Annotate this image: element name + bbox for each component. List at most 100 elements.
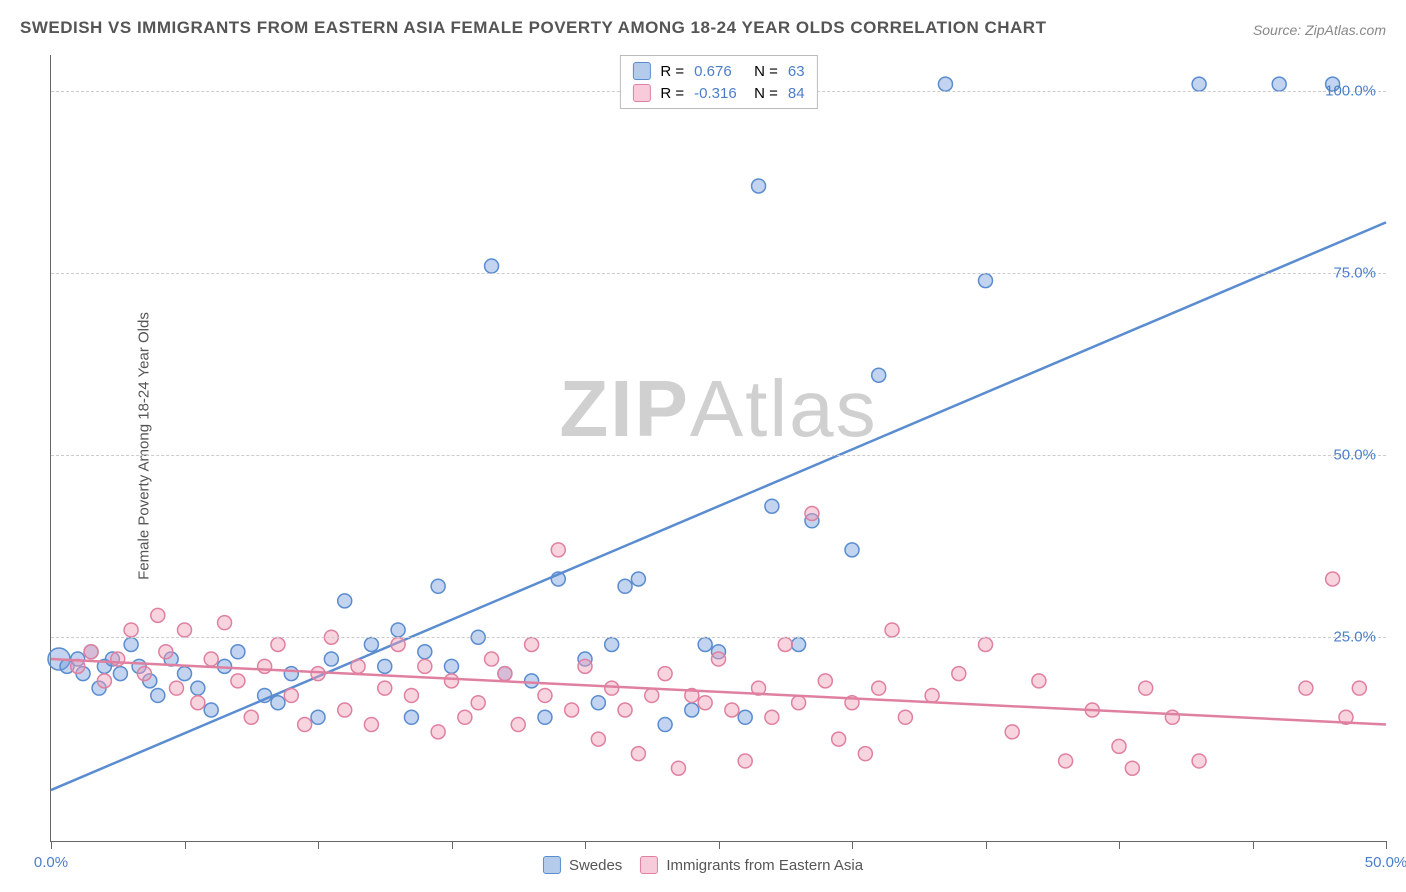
- data-point: [378, 659, 392, 673]
- data-point: [845, 543, 859, 557]
- data-point: [565, 703, 579, 717]
- data-point: [712, 652, 726, 666]
- data-point: [324, 652, 338, 666]
- data-point: [778, 638, 792, 652]
- data-point: [1005, 725, 1019, 739]
- swedes-n-value: 63: [788, 63, 805, 80]
- r-label: R =: [660, 85, 684, 102]
- regression-line: [51, 222, 1386, 790]
- data-point: [925, 688, 939, 702]
- y-tick-label: 75.0%: [1333, 265, 1376, 282]
- immigrants-n-value: 84: [788, 85, 805, 102]
- data-point: [1192, 77, 1206, 91]
- data-point: [898, 710, 912, 724]
- data-point: [605, 681, 619, 695]
- data-point: [645, 688, 659, 702]
- data-point: [485, 259, 499, 273]
- data-point: [1165, 710, 1179, 724]
- data-point: [431, 725, 445, 739]
- x-tick-label: 0.0%: [34, 854, 68, 871]
- x-tick: [719, 841, 720, 849]
- data-point: [418, 645, 432, 659]
- x-tick: [185, 841, 186, 849]
- data-point: [338, 703, 352, 717]
- data-point: [979, 274, 993, 288]
- data-point: [191, 681, 205, 695]
- gridline: [51, 455, 1386, 456]
- gridline: [51, 273, 1386, 274]
- data-point: [725, 703, 739, 717]
- data-point: [391, 623, 405, 637]
- data-point: [311, 710, 325, 724]
- gridline: [51, 637, 1386, 638]
- data-point: [591, 732, 605, 746]
- data-point: [204, 652, 218, 666]
- data-point: [792, 696, 806, 710]
- swedes-r-value: 0.676: [694, 63, 744, 80]
- legend-row-swedes: R = 0.676 N = 63: [632, 60, 804, 82]
- swedes-swatch-icon: [543, 856, 561, 874]
- plot-area: ZIPAtlas R = 0.676 N = 63 R = -0.316 N =…: [50, 55, 1386, 842]
- data-point: [124, 623, 138, 637]
- immigrants-r-value: -0.316: [694, 85, 744, 102]
- data-point: [698, 696, 712, 710]
- y-tick-label: 100.0%: [1325, 83, 1376, 100]
- data-point: [418, 659, 432, 673]
- x-tick: [1386, 841, 1387, 849]
- data-point: [1272, 77, 1286, 91]
- data-point: [752, 179, 766, 193]
- plot-frame: ZIPAtlas R = 0.676 N = 63 R = -0.316 N =…: [50, 55, 1386, 842]
- data-point: [538, 688, 552, 702]
- data-point: [1139, 681, 1153, 695]
- data-point: [872, 368, 886, 382]
- data-point: [1352, 681, 1366, 695]
- legend-item-immigrants: Immigrants from Eastern Asia: [640, 856, 863, 874]
- data-point: [84, 645, 98, 659]
- x-tick: [452, 841, 453, 849]
- chart-svg: [51, 55, 1386, 841]
- data-point: [765, 499, 779, 513]
- data-point: [832, 732, 846, 746]
- data-point: [498, 667, 512, 681]
- data-point: [658, 667, 672, 681]
- data-point: [551, 543, 565, 557]
- data-point: [792, 638, 806, 652]
- data-point: [191, 696, 205, 710]
- data-point: [738, 754, 752, 768]
- data-point: [445, 659, 459, 673]
- data-point: [938, 77, 952, 91]
- x-tick: [986, 841, 987, 849]
- data-point: [271, 638, 285, 652]
- data-point: [431, 579, 445, 593]
- source-attribution: Source: ZipAtlas.com: [1253, 22, 1386, 38]
- data-point: [271, 696, 285, 710]
- x-tick: [1253, 841, 1254, 849]
- data-point: [1125, 761, 1139, 775]
- data-point: [605, 638, 619, 652]
- data-point: [284, 688, 298, 702]
- data-point: [698, 638, 712, 652]
- data-point: [378, 681, 392, 695]
- legend-label-swedes: Swedes: [569, 857, 622, 874]
- data-point: [351, 659, 365, 673]
- data-point: [124, 638, 138, 652]
- data-point: [538, 710, 552, 724]
- data-point: [818, 674, 832, 688]
- data-point: [169, 681, 183, 695]
- data-point: [685, 703, 699, 717]
- data-point: [1059, 754, 1073, 768]
- n-label: N =: [754, 85, 778, 102]
- chart-title: SWEDISH VS IMMIGRANTS FROM EASTERN ASIA …: [20, 18, 1046, 38]
- data-point: [97, 674, 111, 688]
- data-point: [671, 761, 685, 775]
- data-point: [471, 696, 485, 710]
- data-point: [404, 688, 418, 702]
- data-point: [591, 696, 605, 710]
- data-point: [151, 608, 165, 622]
- data-point: [525, 638, 539, 652]
- data-point: [658, 718, 672, 732]
- x-tick: [51, 841, 52, 849]
- x-tick: [318, 841, 319, 849]
- data-point: [765, 710, 779, 724]
- y-tick-label: 25.0%: [1333, 629, 1376, 646]
